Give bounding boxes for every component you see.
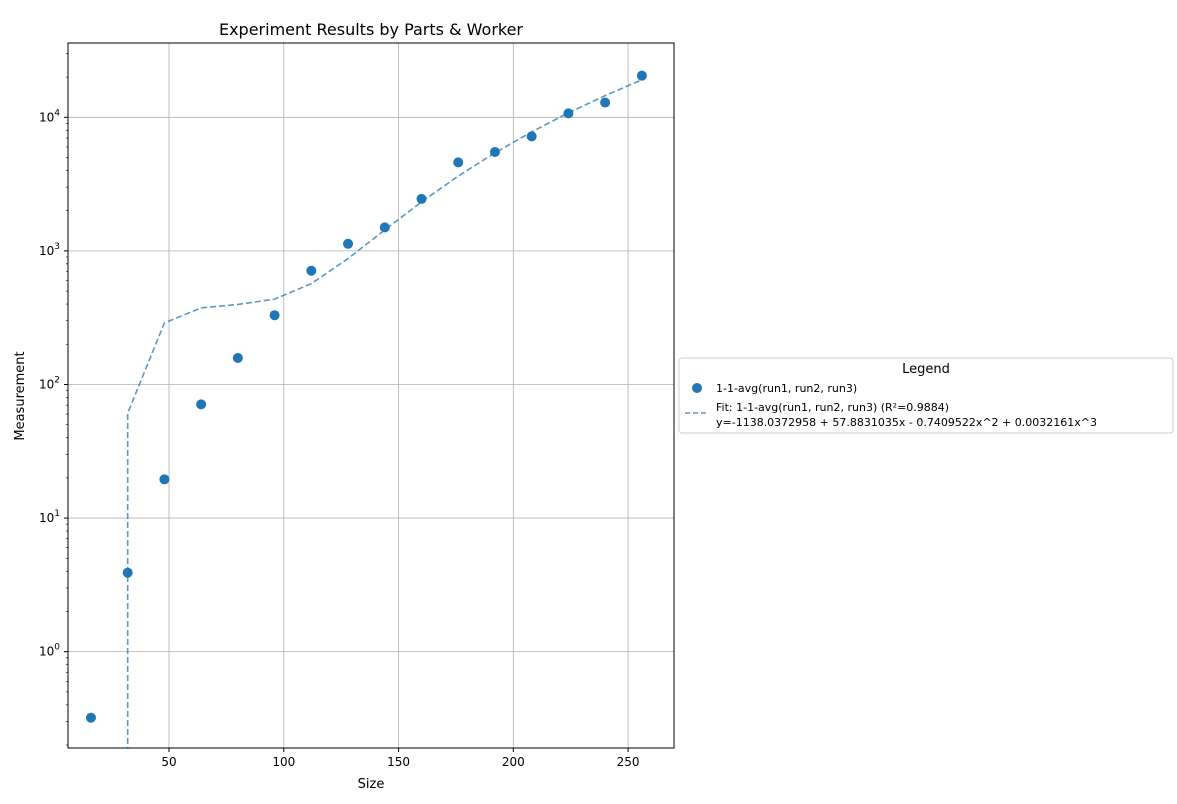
data-point	[416, 193, 427, 204]
legend-title: Legend	[902, 362, 950, 377]
fit-curve-layer	[126, 79, 643, 748]
y-tick-label: 104	[39, 108, 60, 124]
data-point	[122, 567, 133, 578]
data-point	[600, 97, 611, 108]
data-point	[563, 108, 574, 119]
x-tick-label: 50	[161, 755, 176, 769]
legend-entry-scatter: 1-1-avg(run1, run2, run3)	[716, 382, 857, 395]
data-point	[489, 146, 500, 157]
data-point	[636, 70, 647, 81]
x-axis-ticks: 50 100 150 200 250	[161, 748, 640, 769]
y-tick-label: 101	[39, 509, 60, 525]
y-tick-label: 103	[39, 242, 60, 258]
y-axis-ticks: 100 101 102 103 104	[39, 53, 68, 746]
y-axis-label: Measurement	[13, 351, 28, 440]
data-point	[343, 238, 354, 249]
y-tick-label: 102	[39, 375, 60, 391]
legend-marker-scatter	[692, 383, 702, 393]
data-point	[232, 352, 243, 363]
y-tick-label: 100	[39, 643, 60, 659]
x-tick-label: 150	[387, 755, 410, 769]
data-point	[379, 222, 390, 233]
data-point	[85, 712, 96, 723]
data-point	[526, 131, 537, 142]
data-point	[306, 265, 317, 276]
legend-entry-fit: Fit: 1-1-avg(run1, run2, run3) (R²=0.988…	[716, 401, 949, 414]
plot-frame	[67, 42, 675, 749]
x-tick-label: 200	[502, 755, 525, 769]
data-point	[159, 474, 170, 485]
data-point	[269, 310, 280, 321]
chart-title: Experiment Results by Parts & Worker	[219, 20, 523, 39]
x-tick-label: 100	[272, 755, 295, 769]
grid-lines	[68, 43, 674, 748]
x-tick-label: 250	[617, 755, 640, 769]
fit-line	[126, 79, 643, 748]
legend-entry-fit-equation: y=-1138.0372958 + 57.8831035x - 0.740952…	[716, 416, 1097, 429]
x-axis-label: Size	[358, 777, 385, 792]
data-point	[453, 157, 464, 168]
data-point	[196, 399, 207, 410]
legend: Legend 1-1-avg(run1, run2, run3) Fit: 1-…	[678, 357, 1174, 434]
legend-frame	[678, 357, 1174, 434]
scatter-points	[85, 70, 647, 723]
